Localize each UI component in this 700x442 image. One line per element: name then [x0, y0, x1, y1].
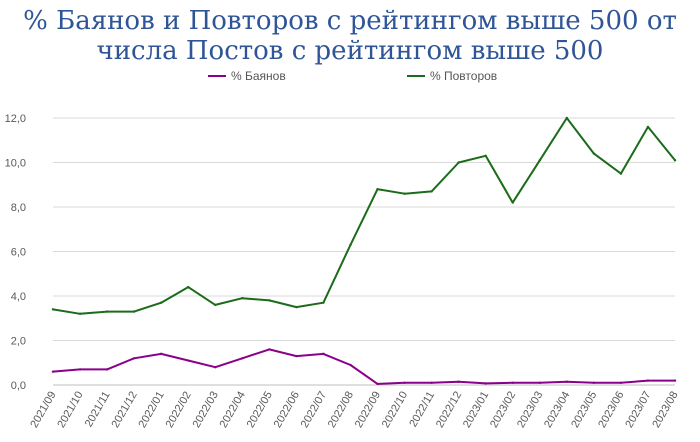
x-tick-label: 2022/07 — [299, 390, 329, 430]
series — [51, 116, 677, 386]
y-tick-label: 6,0 — [11, 247, 26, 259]
data-point — [78, 312, 82, 315]
y-tick-label: 4,0 — [11, 291, 26, 303]
x-tick-label: 2022/02 — [164, 390, 194, 430]
data-point — [322, 352, 325, 356]
x-tick-label: 2021/09 — [28, 390, 58, 430]
x-tick-label: 2021/11 — [83, 390, 113, 430]
data-point — [673, 159, 677, 162]
data-point — [187, 285, 190, 289]
data-point — [646, 125, 650, 129]
y-tick-label: 10,0 — [5, 158, 26, 170]
data-point — [159, 352, 163, 356]
x-tick-label: 2023/04 — [542, 390, 572, 430]
data-point — [646, 379, 650, 382]
series-line-1 — [52, 117, 676, 315]
data-point — [538, 159, 541, 162]
data-point — [403, 192, 406, 195]
x-tick-label: 2023/02 — [488, 390, 518, 430]
data-point — [403, 381, 406, 384]
y-tick-label: 2,0 — [11, 336, 26, 348]
data-point — [349, 363, 352, 367]
data-point — [295, 305, 298, 309]
x-tick-label: 2022/12 — [434, 390, 464, 430]
data-point — [214, 366, 217, 369]
x-tick-label: 2023/01 — [461, 390, 491, 430]
data-point — [159, 301, 163, 304]
data-point — [511, 381, 514, 384]
legend: % Баянов % Повторов — [208, 69, 497, 83]
data-point — [511, 201, 514, 204]
data-point — [241, 297, 244, 300]
data-point — [565, 380, 569, 383]
x-tick-label: 2023/07 — [623, 390, 653, 430]
chart-title-line-1: % Баянов и Повторов с рейтингом выше 500… — [23, 6, 677, 36]
x-tick-label: 2021/10 — [55, 390, 85, 430]
data-point — [241, 357, 244, 360]
x-tick-label: 2022/03 — [191, 390, 221, 430]
legend-label-bayany: % Баянов — [231, 69, 286, 83]
data-point — [457, 380, 460, 383]
data-point — [268, 299, 271, 302]
data-point — [619, 381, 623, 384]
series-line-0 — [52, 348, 676, 385]
data-point — [430, 381, 433, 384]
x-tick-label: 2021/12 — [109, 390, 139, 430]
data-point — [565, 116, 569, 120]
data-point — [78, 368, 82, 371]
y-tick-label: 12,0 — [5, 113, 26, 125]
data-point — [376, 188, 379, 191]
data-point — [349, 243, 352, 247]
chart-title-line-2: числа Постов с рейтингом выше 500 — [96, 36, 604, 66]
data-point — [592, 381, 596, 384]
gridlines — [53, 117, 675, 341]
x-tick-label: 2022/01 — [136, 390, 166, 430]
y-tick-label: 8,0 — [11, 202, 26, 214]
data-point — [105, 310, 109, 313]
data-point — [619, 172, 623, 175]
x-tick-label: 2022/06 — [272, 390, 302, 430]
x-tick-label: 2023/08 — [650, 390, 680, 430]
x-tick-label: 2023/06 — [596, 390, 626, 430]
data-point — [51, 308, 55, 311]
data-point — [376, 382, 379, 386]
data-point — [51, 370, 55, 373]
data-point — [322, 301, 325, 304]
data-point — [268, 348, 271, 351]
y-tick-label: 0,0 — [11, 380, 26, 392]
x-tick-label: 2022/09 — [353, 390, 383, 430]
data-point — [430, 190, 433, 193]
x-tick-label: 2022/10 — [380, 390, 410, 430]
data-point — [673, 379, 677, 382]
data-point — [132, 357, 136, 360]
x-tick-label: 2022/04 — [218, 390, 248, 430]
data-point — [592, 152, 596, 155]
data-point — [484, 382, 487, 385]
data-point — [187, 359, 190, 362]
data-point — [484, 154, 487, 158]
data-point — [132, 310, 136, 313]
data-point — [538, 381, 541, 384]
x-tick-label: 2023/03 — [515, 390, 545, 430]
data-point — [214, 303, 217, 307]
x-tick-label: 2022/05 — [245, 390, 275, 430]
x-tick-label: 2022/08 — [326, 390, 356, 430]
data-point — [295, 354, 298, 358]
legend-label-povtory: % Повторов — [430, 69, 497, 83]
data-point — [457, 161, 460, 164]
data-point — [105, 368, 109, 371]
x-tick-label: 2023/05 — [569, 390, 599, 430]
x-tick-label: 2022/11 — [407, 390, 437, 430]
